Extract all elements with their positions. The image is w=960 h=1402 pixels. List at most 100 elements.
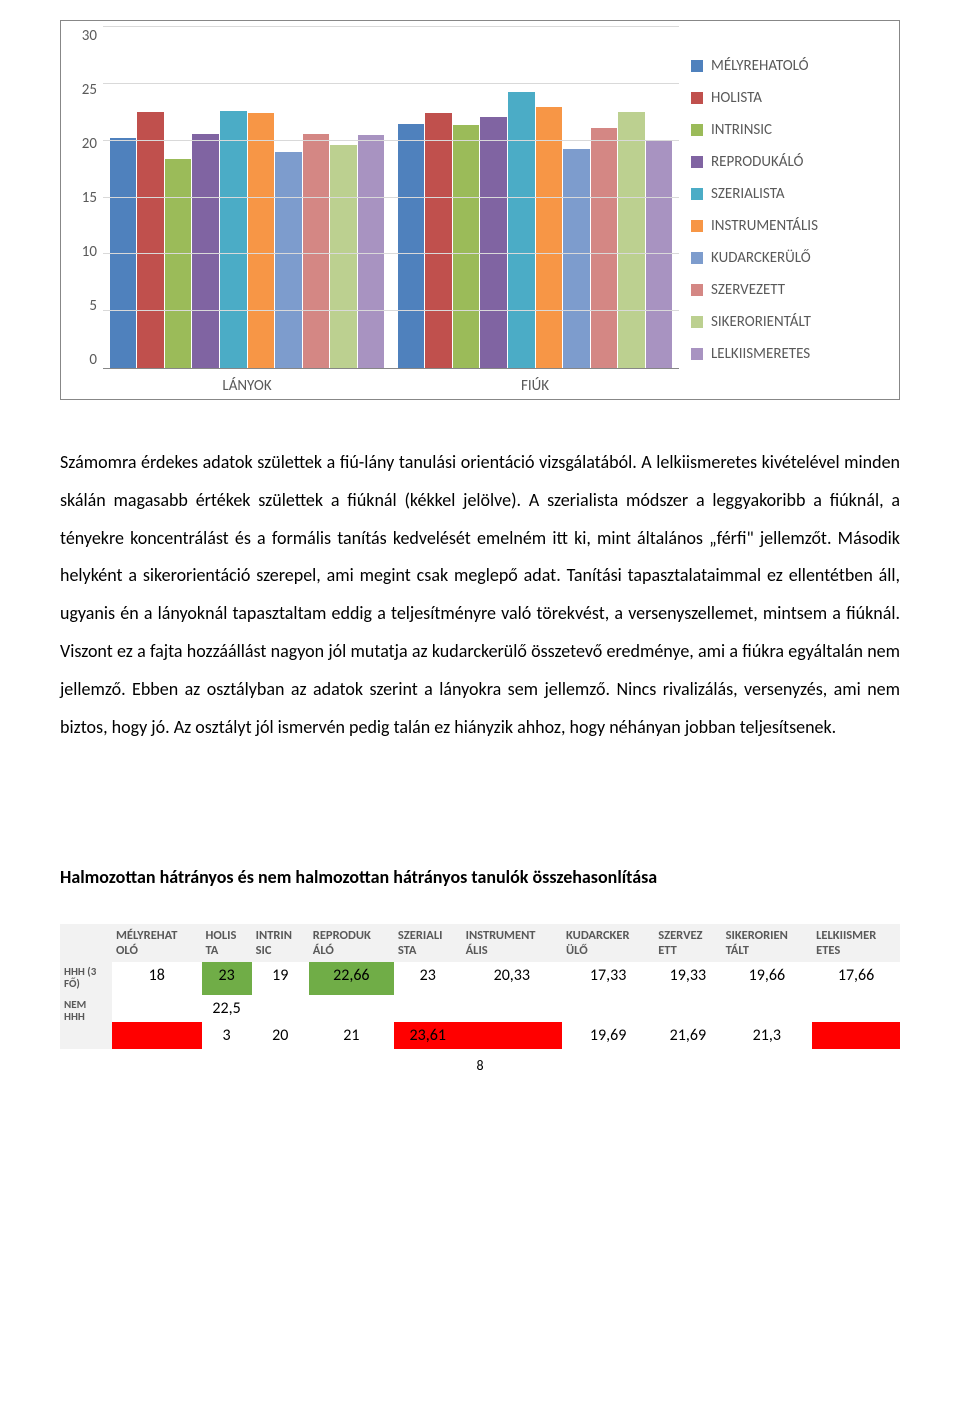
col-header: HOLISTA bbox=[202, 924, 252, 962]
legend-label: SIKERORIENTÁLT bbox=[711, 313, 811, 331]
table-row: NEMHHH22,5 bbox=[60, 995, 900, 1022]
bar bbox=[618, 112, 645, 368]
legend-item: INTRINSIC bbox=[691, 121, 887, 139]
ytick: 25 bbox=[61, 81, 97, 99]
table-cell: 20,33 bbox=[462, 962, 562, 994]
col-header: SZERIALISTA bbox=[394, 924, 462, 962]
table-row: 21,623202123,6123,3819,6921,6921,321 bbox=[60, 1022, 900, 1049]
legend-item: LELKIISMERETES bbox=[691, 345, 887, 363]
table-cell: 19,69 bbox=[562, 1022, 654, 1049]
ytick: 20 bbox=[61, 135, 97, 153]
bar bbox=[480, 117, 507, 368]
bar bbox=[453, 125, 480, 368]
table-cell: 3 bbox=[202, 1022, 252, 1049]
table-cell: 19 bbox=[252, 962, 309, 994]
table-cell: 22,66 bbox=[309, 962, 394, 994]
legend-item: SZERIALISTA bbox=[691, 185, 887, 203]
table-cell: 20 bbox=[252, 1022, 309, 1049]
table-cell: 21 bbox=[309, 1022, 394, 1049]
ytick: 0 bbox=[61, 351, 97, 369]
legend-swatch bbox=[691, 60, 703, 72]
bar-group bbox=[103, 27, 391, 368]
row-label: HHH (3FŐ) bbox=[60, 962, 112, 994]
col-header: MÉLYREHATOLÓ bbox=[112, 924, 202, 962]
legend-label: KUDARCKERÜLŐ bbox=[711, 249, 811, 267]
legend-swatch bbox=[691, 188, 703, 200]
gridline bbox=[103, 140, 679, 141]
legend-swatch bbox=[691, 220, 703, 232]
comparison-table: MÉLYREHATOLÓ HOLISTA INTRINSIC REPRODUKÁ… bbox=[60, 924, 900, 1048]
bar bbox=[536, 107, 563, 368]
y-axis-ticks: 30 25 20 15 10 5 0 bbox=[61, 21, 103, 399]
bar bbox=[192, 134, 219, 368]
ytick: 5 bbox=[61, 297, 97, 315]
bar bbox=[248, 113, 275, 368]
bar bbox=[137, 112, 164, 368]
bar bbox=[358, 135, 385, 368]
ytick: 10 bbox=[61, 243, 97, 261]
legend-label: MÉLYREHATOLÓ bbox=[711, 57, 809, 75]
legend-item: MÉLYREHATOLÓ bbox=[691, 57, 887, 75]
chart-legend: MÉLYREHATOLÓ HOLISTA INTRINSIC REPRODUKÁLÓ S… bbox=[679, 21, 899, 399]
legend-swatch bbox=[691, 124, 703, 136]
legend-swatch bbox=[691, 156, 703, 168]
table-cell: 17,33 bbox=[562, 962, 654, 994]
bar bbox=[165, 159, 192, 368]
table-cell bbox=[394, 995, 462, 1022]
table-cell: 23,61 bbox=[394, 1022, 462, 1049]
body-paragraph: Számomra érdekes adatok születtek a fiú-… bbox=[60, 444, 900, 746]
bar-group bbox=[391, 27, 679, 368]
table-cell: 18 bbox=[112, 962, 202, 994]
col-header: REPRODUKÁLÓ bbox=[309, 924, 394, 962]
table-cell: 21,3 bbox=[722, 1022, 813, 1049]
table-cell: 21,69 bbox=[654, 1022, 721, 1049]
table-cell: 17,66 bbox=[812, 962, 900, 994]
table-cell: 19,33 bbox=[654, 962, 721, 994]
col-header: INSTRUMENTÁLIS bbox=[462, 924, 562, 962]
table-cell: 21,62 bbox=[112, 1022, 202, 1049]
table-cell: 23 bbox=[394, 962, 462, 994]
legend-item: KUDARCKERÜLŐ bbox=[691, 249, 887, 267]
col-header: SIKERORIENTÁLT bbox=[722, 924, 813, 962]
bar bbox=[425, 113, 452, 368]
legend-item: SZERVEZETT bbox=[691, 281, 887, 299]
page-number: 8 bbox=[60, 1057, 900, 1074]
legend-label: HOLISTA bbox=[711, 89, 762, 107]
bar bbox=[220, 111, 247, 368]
bar bbox=[563, 149, 590, 368]
gridline bbox=[103, 310, 679, 311]
table-corner bbox=[60, 924, 112, 962]
table-cell bbox=[309, 995, 394, 1022]
table-cell: 19,66 bbox=[722, 962, 813, 994]
bar-chart: 30 25 20 15 10 5 0 MÉLYREHATOLÓ HOLISTA IN… bbox=[60, 20, 900, 400]
bar bbox=[275, 152, 302, 368]
table-cell: 23,38 bbox=[462, 1022, 562, 1049]
table-cell bbox=[462, 995, 562, 1022]
legend-label: LELKIISMERETES bbox=[711, 345, 810, 363]
gridline bbox=[103, 83, 679, 84]
bar bbox=[508, 92, 535, 368]
col-header: KUDARCKERÜLŐ bbox=[562, 924, 654, 962]
row-label: NEMHHH bbox=[60, 995, 112, 1049]
bar bbox=[398, 124, 425, 368]
ytick: 30 bbox=[61, 27, 97, 45]
xlabel: FIÚK bbox=[391, 377, 679, 395]
legend-swatch bbox=[691, 316, 703, 328]
table-cell: 22,5 bbox=[202, 995, 252, 1022]
table-cell: 23 bbox=[202, 962, 252, 994]
bar bbox=[330, 145, 357, 368]
legend-label: SZERVEZETT bbox=[711, 281, 785, 299]
ytick: 15 bbox=[61, 189, 97, 207]
table-cell bbox=[812, 995, 900, 1022]
bar bbox=[303, 134, 330, 368]
legend-swatch bbox=[691, 252, 703, 264]
table-cell bbox=[252, 995, 309, 1022]
gridline bbox=[103, 253, 679, 254]
legend-label: INTRINSIC bbox=[711, 121, 772, 139]
table-cell bbox=[722, 995, 813, 1022]
legend-item: REPRODUKÁLÓ bbox=[691, 153, 887, 171]
col-header: LELKIISMERETES bbox=[812, 924, 900, 962]
legend-label: SZERIALISTA bbox=[711, 185, 785, 203]
legend-label: INSTRUMENTÁLIS bbox=[711, 217, 818, 235]
legend-swatch bbox=[691, 348, 703, 360]
